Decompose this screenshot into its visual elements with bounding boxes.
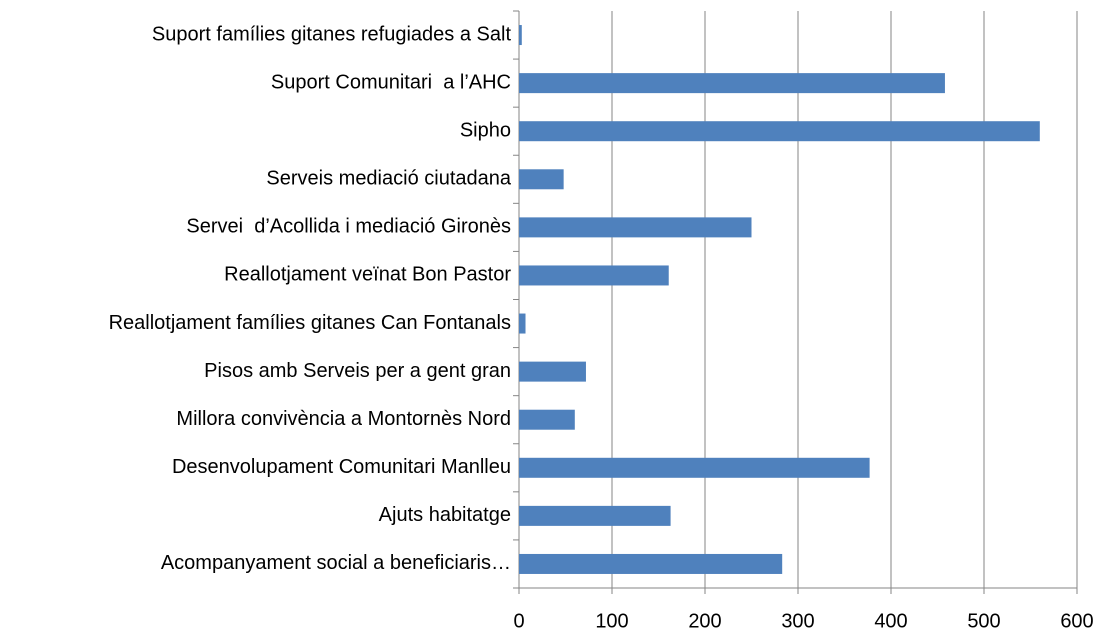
y-tick-label: Reallotjament veïnat Bon Pastor bbox=[224, 264, 511, 286]
y-tick-label: Desenvolupament Comunitari Manlleu bbox=[172, 456, 511, 478]
y-tick-label: Acompanyament social a beneficiaris… bbox=[161, 552, 511, 574]
y-tick-label: Ajuts habitatge bbox=[379, 504, 511, 526]
bar bbox=[519, 217, 752, 238]
x-tick-label: 300 bbox=[781, 610, 814, 632]
bar bbox=[519, 361, 586, 382]
x-tick-label: 200 bbox=[688, 610, 721, 632]
bar bbox=[519, 25, 522, 46]
y-tick-label: Sipho bbox=[460, 119, 511, 141]
y-tick-label: Millora convivència a Montornès Nord bbox=[176, 408, 511, 430]
x-tick-label: 600 bbox=[1060, 610, 1093, 632]
bar bbox=[519, 313, 526, 334]
x-tick-label: 0 bbox=[513, 610, 524, 632]
bar bbox=[519, 169, 564, 190]
y-tick-label: Suport famílies gitanes refugiades a Sal… bbox=[152, 23, 512, 45]
bar bbox=[519, 457, 870, 478]
x-tick-label: 500 bbox=[967, 610, 1000, 632]
y-tick-label: Pisos amb Serveis per a gent gran bbox=[204, 360, 511, 382]
y-tick-label: Reallotjament famílies gitanes Can Fonta… bbox=[109, 312, 511, 334]
bar bbox=[519, 265, 669, 286]
x-tick-label: 400 bbox=[874, 610, 907, 632]
bar bbox=[519, 505, 671, 526]
x-tick-label: 100 bbox=[595, 610, 628, 632]
y-tick-label: Servei d’Acollida i mediació Gironès bbox=[186, 216, 511, 238]
y-tick-label: Serveis mediació ciutadana bbox=[266, 168, 511, 190]
bar bbox=[519, 409, 575, 430]
bar bbox=[519, 121, 1040, 142]
bar bbox=[519, 73, 945, 94]
y-tick-label: Suport Comunitari a l’AHC bbox=[271, 71, 511, 93]
bar bbox=[519, 553, 783, 574]
